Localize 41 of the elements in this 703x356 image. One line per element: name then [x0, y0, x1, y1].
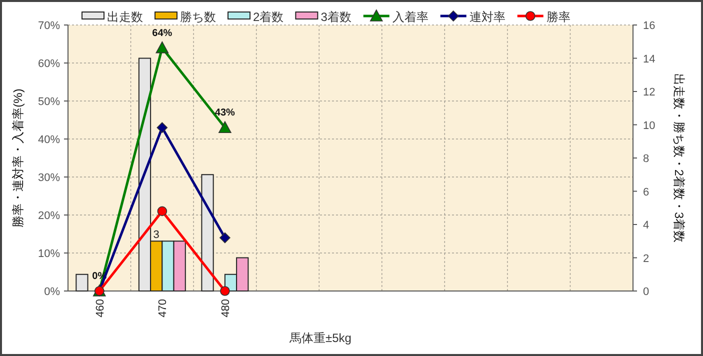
y-axis-title: 勝率・連対率・入着率(%): [11, 88, 25, 228]
data-label: 3: [153, 229, 160, 242]
data-label: 43%: [214, 108, 236, 119]
bar: [76, 274, 88, 292]
y-tick-label: 30%: [38, 172, 60, 184]
y-tick-label: 40%: [38, 134, 60, 146]
x-axis-title: 馬体重±5kg: [288, 331, 352, 345]
legend-label: 勝ち数: [180, 10, 216, 24]
y2-tick-label: 16: [643, 20, 656, 32]
legend-label: 3着数: [320, 10, 352, 24]
point: [156, 122, 168, 133]
y-tick-label: 60%: [38, 58, 60, 70]
y2-tick-label: 8: [643, 153, 650, 165]
legend-label: 出走数: [107, 10, 143, 24]
y-tick-label: 70%: [38, 20, 60, 32]
data-label: 64%: [152, 28, 172, 39]
point: [220, 286, 230, 296]
point: [218, 121, 232, 133]
bar: [201, 174, 214, 292]
y2-tick-label: 6: [643, 186, 650, 198]
y2-axis-title: 出走数・勝ち数・2着数・3着数: [672, 73, 686, 243]
y-tick-label: 50%: [38, 96, 60, 108]
x-tick-label: 470: [157, 299, 170, 318]
y2-tick-label: 10: [643, 120, 656, 132]
y-tick-label: 0%: [44, 286, 60, 298]
x-tick-label: 460: [94, 299, 106, 318]
legend-label: 2着数: [253, 10, 284, 24]
y-tick-label: 20%: [38, 210, 60, 222]
legend-label: 連対率: [469, 10, 506, 24]
y2-tick-label: 12: [643, 86, 656, 98]
legend-label: 勝率: [546, 10, 570, 24]
y-tick-label: 10%: [38, 248, 60, 260]
point: [156, 41, 169, 54]
y2-tick-label: 2: [643, 252, 650, 265]
legend-label: 入着率: [392, 10, 428, 24]
point: [157, 206, 168, 216]
y2-tick-label: 14: [643, 53, 656, 66]
y2-tick-label: 4: [643, 220, 650, 232]
point: [220, 232, 230, 244]
x-tick-label: 480: [220, 299, 232, 318]
y2-tick-label: 0: [643, 286, 650, 298]
